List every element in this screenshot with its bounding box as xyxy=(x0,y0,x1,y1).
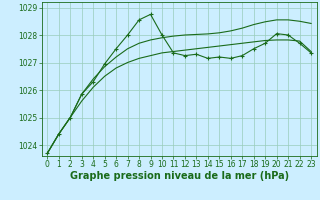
X-axis label: Graphe pression niveau de la mer (hPa): Graphe pression niveau de la mer (hPa) xyxy=(70,171,289,181)
